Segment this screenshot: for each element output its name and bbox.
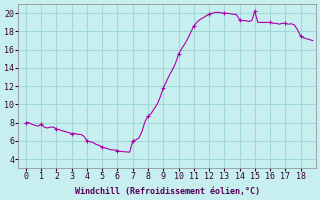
X-axis label: Windchill (Refroidissement éolien,°C): Windchill (Refroidissement éolien,°C) bbox=[75, 187, 260, 196]
